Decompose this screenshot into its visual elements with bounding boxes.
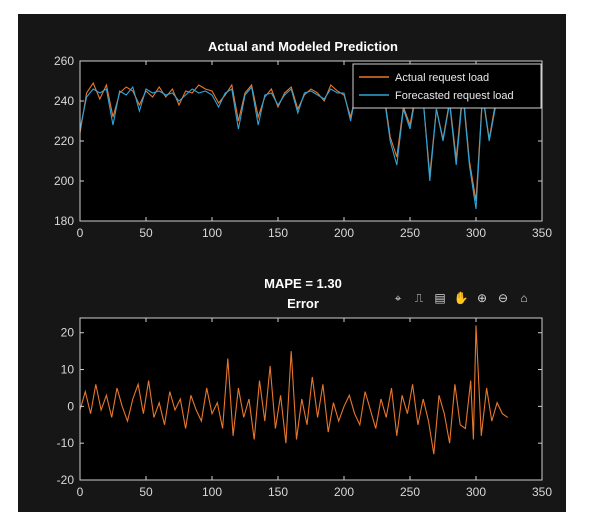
zoom-out-icon[interactable]: ⊖ (498, 291, 508, 305)
bottom-axes-background (80, 318, 542, 480)
x-tick-label: 100 (202, 226, 222, 240)
pan-icon[interactable]: ✋ (454, 291, 469, 305)
y-tick-label: 200 (54, 174, 74, 188)
legend-label-forecast: Forecasted request load (395, 90, 514, 102)
x-tick-label: 300 (466, 226, 486, 240)
bottom-axes-frame (79, 317, 543, 481)
x-tick-label: 350 (532, 226, 552, 240)
y-tick-label: -10 (57, 436, 75, 450)
export-icon[interactable]: ▤ (434, 291, 445, 305)
x-tick-label: 150 (268, 485, 288, 499)
figure-window: 0 50 100 150 200 250 300 350 180 200 220 240 260 Ac… (18, 14, 566, 512)
home-icon[interactable]: ⌂ (520, 291, 527, 305)
x-tick-label: 0 (77, 226, 84, 240)
legend[interactable]: Actual request load Forecasted request l… (352, 63, 542, 109)
y-tick-label: -20 (57, 473, 75, 487)
top-axes[interactable]: 0 50 100 150 200 250 300 350 180 200 220 240 260 Ac… (54, 39, 552, 240)
x-tick-label: 0 (77, 485, 84, 499)
forecast-load-line (79, 85, 510, 210)
x-tick-label: 100 (202, 485, 222, 499)
x-tick-label: 250 (400, 226, 420, 240)
brush-icon[interactable]: ⌖ (395, 291, 402, 305)
legend-label-actual: Actual request load (395, 72, 489, 84)
x-tick-label: 200 (334, 226, 354, 240)
y-tick-label: 240 (54, 94, 74, 108)
x-tick-label: 250 (400, 485, 420, 499)
x-tick-label: 200 (334, 485, 354, 499)
x-tick-label: 300 (466, 485, 486, 499)
y-tick-label: 180 (54, 214, 74, 228)
top-chart-title: Actual and Modeled Prediction (208, 39, 398, 54)
y-tick-label: 260 (54, 54, 74, 68)
y-tick-label: 0 (67, 399, 74, 413)
bottom-chart-title: MAPE = 1.30 (264, 276, 342, 291)
datatip-icon[interactable]: ⎍ (415, 291, 424, 305)
bottom-chart-subtitle: Error (287, 296, 319, 311)
x-tick-label: 50 (139, 226, 153, 240)
axes-toolbar[interactable]: ⌖ ⎍ ▤ ✋ ⊕ ⊖ ⌂ (395, 291, 528, 305)
y-tick-label: 220 (54, 134, 74, 148)
y-tick-label: 20 (61, 326, 75, 340)
zoom-in-icon[interactable]: ⊕ (477, 291, 487, 305)
error-line (79, 325, 509, 455)
x-tick-label: 150 (268, 226, 288, 240)
x-tick-label: 50 (139, 485, 153, 499)
y-tick-label: 10 (61, 363, 75, 377)
bottom-axes[interactable]: 0 50 100 150 200 250 300 350 -20 -10 0 10 20 MAPE =… (57, 276, 553, 499)
x-tick-label: 350 (532, 485, 552, 499)
legend-box (352, 63, 542, 109)
